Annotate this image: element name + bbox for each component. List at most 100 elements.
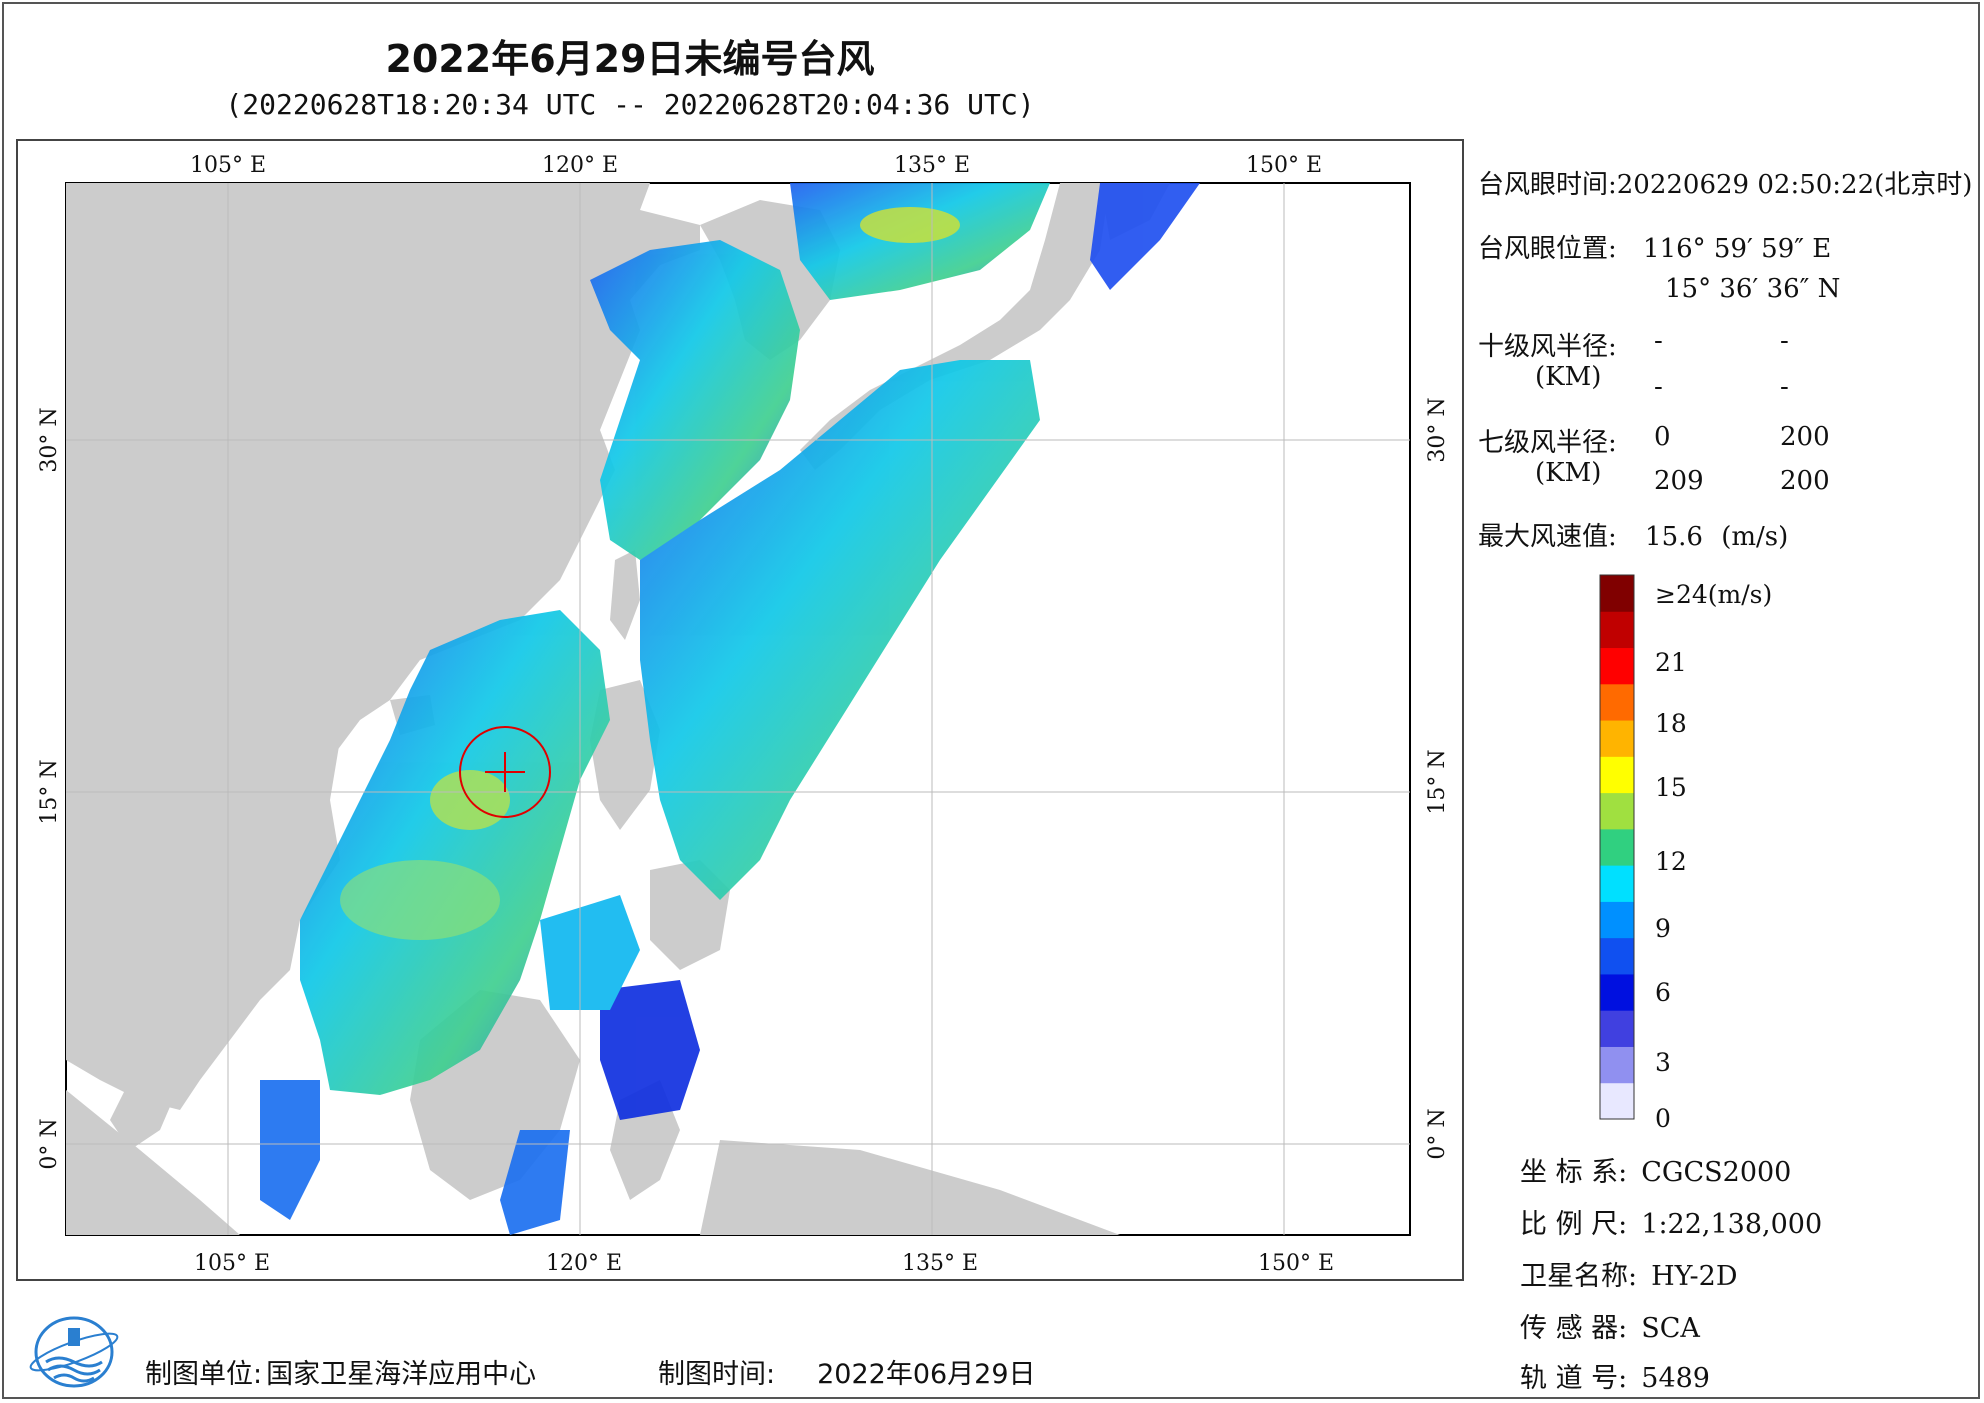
cbar-label-3: 3	[1655, 1048, 1671, 1077]
colorbar-segment	[1600, 1046, 1634, 1084]
crs-row: 坐 标 系: CGCS2000	[1520, 1150, 1791, 1189]
lon-bottom-120: 120° E	[546, 1251, 622, 1276]
eye-pos-row: 台风眼位置: 116° 59′ 59″ E	[1478, 228, 1831, 265]
nsoas-logo-icon	[29, 1316, 119, 1388]
eye-time-value: 20220629 02:50:22(北京时)	[1616, 170, 1973, 200]
colorbar-segment	[1600, 828, 1634, 866]
r10-unit: (KM)	[1535, 362, 1602, 392]
footer-unit: 制图单位: 国家卫星海洋应用中心	[145, 1352, 536, 1391]
colorbar-segment	[1600, 1082, 1634, 1120]
typhoon-eye-marker	[459, 726, 551, 818]
land-indochina	[110, 720, 340, 1150]
r7-unit: (KM)	[1535, 458, 1602, 488]
map-title: 2022年6月29日未编号台风	[385, 37, 875, 81]
cbar-label-15: 15	[1655, 773, 1687, 802]
r7-row: 七级风半径: 0 200	[1478, 422, 1830, 459]
colorbar-segment	[1600, 575, 1634, 612]
scale-value: 1:22,138,000	[1641, 1209, 1823, 1240]
land-sumatra	[66, 1090, 240, 1235]
cbar-label-21: 21	[1655, 648, 1687, 677]
footer-time-value: 2022年06月29日	[817, 1359, 1036, 1390]
scale-row: 比 例 尺: 1:22,138,000	[1520, 1202, 1822, 1241]
colorbar-segment	[1600, 756, 1634, 794]
colorbar-segment	[1600, 720, 1634, 757]
colorbar	[1599, 574, 1635, 1120]
r10-row: 十级风半径: - -	[1478, 326, 1789, 363]
colorbar-segment	[1600, 792, 1634, 830]
lon-top-135: 135° E	[894, 153, 970, 178]
lat-left-30: 30° N	[37, 407, 62, 472]
land-asia	[66, 183, 700, 1110]
colorbar-segment	[1600, 901, 1634, 939]
swath-north-pacific	[1090, 183, 1200, 290]
cbar-label-0: 0	[1655, 1104, 1671, 1133]
lat-right-15: 15° N	[1425, 749, 1450, 814]
lon-top-120: 120° E	[542, 153, 618, 178]
eye-lat: 15° 36′ 36″ N	[1665, 274, 1841, 304]
r10-value-3: -	[1654, 372, 1663, 402]
eye-lon: 116° 59′ 59″ E	[1643, 234, 1832, 264]
sensor-label: 传 感 器:	[1520, 1313, 1628, 1344]
wind-layer	[260, 183, 1200, 1235]
lon-top-105: 105° E	[190, 153, 266, 178]
colorbar-segment	[1600, 865, 1634, 902]
r10-label: 十级风半径:	[1478, 332, 1617, 362]
r7-value-3: 209	[1654, 466, 1704, 496]
lon-top-150: 150° E	[1246, 153, 1322, 178]
lat-left-15: 15° N	[37, 759, 62, 824]
hotspot-japan	[860, 207, 960, 243]
footer-time: 制图时间: 2022年06月29日	[658, 1352, 1036, 1391]
eye-time-row: 台风眼时间:20220629 02:50:22(北京时)	[1478, 164, 1972, 201]
orbit-label: 轨 道 号:	[1520, 1363, 1628, 1394]
orbit-value: 5489	[1641, 1363, 1710, 1394]
footer-time-label: 制图时间:	[658, 1359, 776, 1390]
cbar-label-18: 18	[1655, 709, 1687, 738]
crs-label: 坐 标 系:	[1520, 1157, 1628, 1188]
sat-label: 卫星名称:	[1520, 1261, 1638, 1292]
land-taiwan	[610, 550, 640, 640]
sensor-value: SCA	[1641, 1313, 1700, 1344]
swath-west-pacific	[640, 360, 1040, 900]
scale-label: 比 例 尺:	[1520, 1209, 1628, 1240]
sat-row: 卫星名称: HY-2D	[1520, 1254, 1737, 1293]
colorbar-outline	[1599, 574, 1635, 1120]
land-newguinea	[700, 1140, 1120, 1235]
orbit-row: 轨 道 号: 5489	[1520, 1356, 1710, 1395]
swath-malacca	[260, 1080, 320, 1220]
axis-labels: 105° E 120° E 135° E 150° E 105° E 120° …	[37, 153, 1450, 1276]
colorbar-segment	[1600, 1010, 1634, 1047]
colorbar-segment	[1600, 647, 1634, 685]
colorbar-segment	[1600, 973, 1634, 1011]
cbar-label-9: 9	[1655, 914, 1671, 943]
map-panel	[16, 139, 1464, 1281]
max-wind-unit: (m/s)	[1721, 522, 1789, 552]
hotspot-scs	[340, 860, 500, 940]
r7-value-4: 200	[1780, 466, 1830, 496]
sensor-row: 传 感 器: SCA	[1520, 1306, 1700, 1345]
r10-value-1: -	[1654, 326, 1663, 356]
r7-label: 七级风半径:	[1478, 428, 1617, 458]
max-wind-label: 最大风速值:	[1478, 522, 1617, 552]
lon-bottom-135: 135° E	[902, 1251, 978, 1276]
swath-java-sea	[500, 1130, 570, 1235]
colorbar-segment	[1600, 611, 1634, 649]
swath-borneo-east	[600, 980, 700, 1120]
map-subtitle: (20220628T18:20:34 UTC -- 20220628T20:04…	[225, 88, 1035, 121]
cbar-label-12: 12	[1655, 847, 1687, 876]
lat-right-30: 30° N	[1425, 397, 1450, 462]
r7-value-1: 0	[1654, 422, 1671, 452]
lon-bottom-105: 105° E	[194, 1251, 270, 1276]
eye-time-label: 台风眼时间:	[1478, 170, 1617, 200]
max-wind-row: 最大风速值: 15.6 (m/s)	[1478, 516, 1788, 553]
sat-value: HY-2D	[1651, 1261, 1738, 1292]
lat-right-0: 0° N	[1425, 1108, 1450, 1159]
swath-south-china-sea	[300, 610, 610, 1095]
lon-bottom-150: 150° E	[1258, 1251, 1334, 1276]
r7-value-2: 200	[1780, 422, 1830, 452]
r10-value-4: -	[1780, 372, 1789, 402]
r10-value-2: -	[1780, 326, 1789, 356]
swath-sulu	[540, 895, 640, 1010]
colorbar-segment	[1600, 937, 1634, 975]
